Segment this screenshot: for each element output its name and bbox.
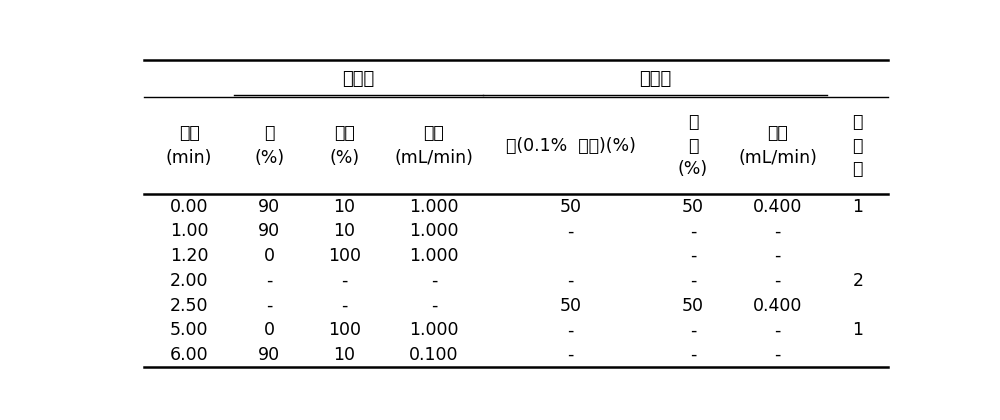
Text: 0.400: 0.400 [753,297,802,315]
Text: -: - [567,222,574,240]
Text: -: - [567,321,574,339]
Text: 1: 1 [852,198,863,216]
Text: 0: 0 [264,247,275,265]
Text: 2.00: 2.00 [170,272,208,290]
Text: 100: 100 [328,247,361,265]
Text: 50: 50 [682,198,704,216]
Text: 50: 50 [560,297,582,315]
Text: -: - [266,297,272,315]
Text: 2: 2 [852,272,863,290]
Text: 6.00: 6.00 [170,346,208,364]
Text: -: - [775,346,781,364]
Text: 流速
(mL/min): 流速 (mL/min) [395,124,473,167]
Text: -: - [690,272,696,290]
Text: -: - [690,321,696,339]
Text: 1.000: 1.000 [409,321,459,339]
Text: 50: 50 [560,198,582,216]
Text: 1.000: 1.000 [409,198,459,216]
Text: 甲醇
(%): 甲醇 (%) [329,124,360,167]
Text: -: - [431,297,437,315]
Text: 上样泵: 上样泵 [343,70,375,88]
Text: 阀
位
置: 阀 位 置 [853,113,863,178]
Text: 0.00: 0.00 [170,198,208,216]
Text: -: - [690,222,696,240]
Text: -: - [567,346,574,364]
Text: 90: 90 [258,222,280,240]
Text: 0.400: 0.400 [753,198,802,216]
Text: -: - [775,272,781,290]
Text: 90: 90 [258,346,280,364]
Text: -: - [775,321,781,339]
Text: -: - [775,247,781,265]
Text: -: - [567,272,574,290]
Text: 2.50: 2.50 [170,297,208,315]
Text: 50: 50 [682,297,704,315]
Text: 10: 10 [334,346,356,364]
Text: -: - [775,222,781,240]
Text: -: - [690,346,696,364]
Text: -: - [341,272,348,290]
Text: 流速
(mL/min): 流速 (mL/min) [738,124,817,167]
Text: -: - [341,297,348,315]
Text: 0.100: 0.100 [409,346,459,364]
Text: 5.00: 5.00 [170,321,208,339]
Text: -: - [690,247,696,265]
Text: 水(0.1%  乙酸)(%): 水(0.1% 乙酸)(%) [506,137,635,155]
Text: 时间
(min): 时间 (min) [166,124,212,167]
Text: 1: 1 [852,321,863,339]
Text: 90: 90 [258,198,280,216]
Text: 1.000: 1.000 [409,247,459,265]
Text: 甲
醇
(%): 甲 醇 (%) [678,113,708,178]
Text: -: - [431,272,437,290]
Text: 10: 10 [334,198,356,216]
Text: 10: 10 [334,222,356,240]
Text: 0: 0 [264,321,275,339]
Text: -: - [266,272,272,290]
Text: 1.000: 1.000 [409,222,459,240]
Text: 水
(%): 水 (%) [254,124,284,167]
Text: 分析泵: 分析泵 [639,70,671,88]
Text: 1.00: 1.00 [170,222,208,240]
Text: 100: 100 [328,321,361,339]
Text: 1.20: 1.20 [170,247,208,265]
